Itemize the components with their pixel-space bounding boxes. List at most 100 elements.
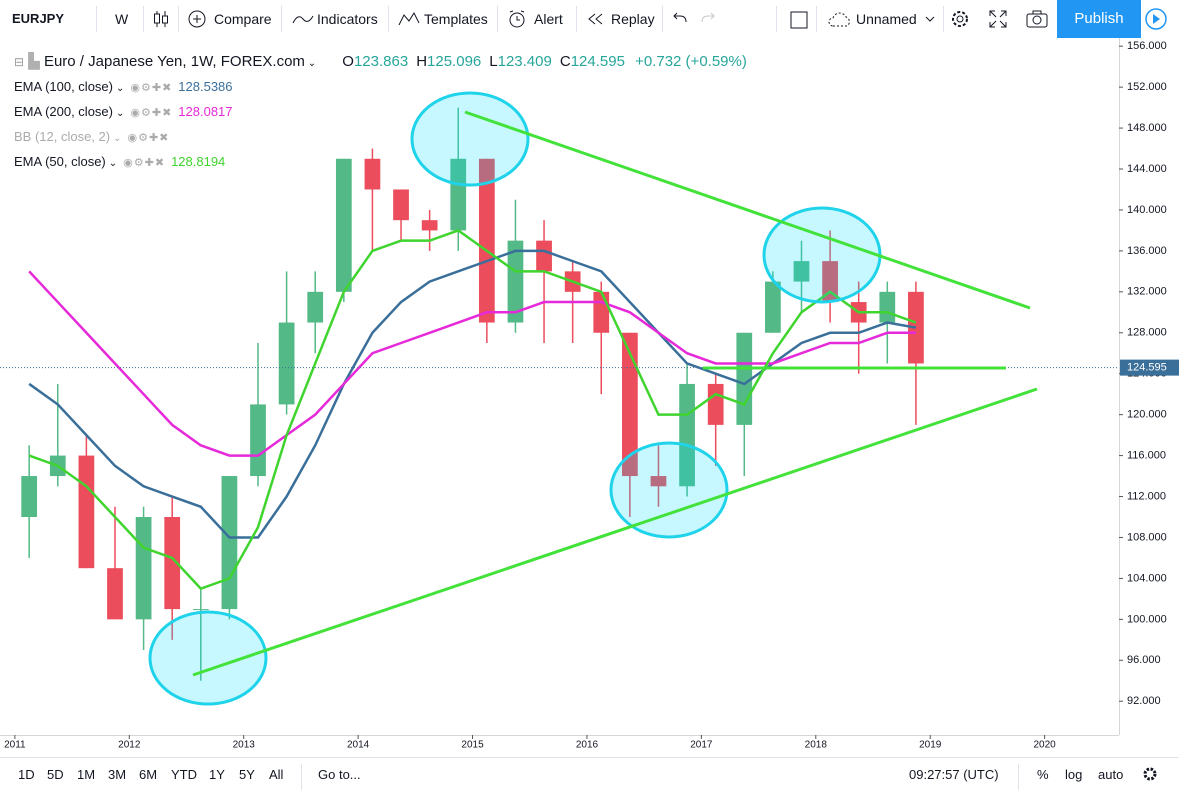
- drawings: [148, 91, 1038, 706]
- x-tick-label: 2013: [233, 740, 256, 751]
- candle-body: [450, 158, 467, 231]
- percent-toggle[interactable]: %: [1037, 767, 1049, 782]
- goto-button[interactable]: Go to...: [318, 767, 361, 782]
- candle-body: [478, 158, 495, 323]
- y-tick-label: 128.000: [1127, 327, 1167, 339]
- alert-icon: [509, 10, 525, 28]
- settings-icon[interactable]: [1142, 766, 1158, 782]
- y-tick-label: 144.000: [1127, 163, 1167, 175]
- candle-body: [622, 332, 638, 477]
- study-name[interactable]: EMA (100, close): [14, 79, 113, 94]
- publish-button[interactable]: Publish: [1057, 0, 1141, 38]
- candle-body: [250, 404, 266, 477]
- dropdown-icon: ⌄: [116, 108, 125, 119]
- symbol[interactable]: EURJPY: [12, 11, 65, 26]
- range-button[interactable]: 6M: [139, 767, 158, 782]
- play-icon[interactable]: [1145, 8, 1167, 30]
- candle-body: [393, 189, 409, 221]
- chart-style-icon[interactable]: [153, 10, 169, 28]
- candle-body: [307, 291, 324, 323]
- candle-body: [650, 476, 667, 487]
- range-button[interactable]: 3M: [108, 767, 127, 782]
- study-buttons: ◉⚙✚✖: [127, 132, 170, 144]
- templates-icon: [398, 11, 420, 26]
- undo-redo-icons[interactable]: [672, 12, 722, 26]
- candle-body: [278, 322, 295, 405]
- x-tick-label: 2017: [690, 740, 713, 751]
- symbol-icon: ▙: [28, 53, 40, 70]
- auto-toggle[interactable]: auto: [1098, 767, 1124, 782]
- snapshot-icon[interactable]: [1026, 10, 1048, 28]
- ohlc-label: O: [342, 53, 354, 70]
- y-tick-label: 132.000: [1127, 286, 1167, 298]
- y-tick-label: 116.000: [1127, 449, 1166, 461]
- range-button[interactable]: 1M: [77, 767, 96, 782]
- y-tick-label: 108.000: [1127, 531, 1167, 543]
- log-toggle[interactable]: log: [1065, 767, 1083, 782]
- candle-body: [21, 476, 38, 517]
- settings-icon[interactable]: [950, 9, 970, 29]
- candle-body: [421, 220, 438, 231]
- highlight-circle[interactable]: [609, 441, 729, 539]
- highlight-circle[interactable]: [410, 91, 530, 187]
- symbol-title[interactable]: Euro / Japanese Yen, 1W, FOREX.com: [43, 53, 305, 70]
- highlight-circle[interactable]: [148, 610, 268, 706]
- y-tick-label: 96.000: [1127, 654, 1161, 666]
- indicators-button[interactable]: Indicators: [317, 11, 378, 27]
- interval[interactable]: W: [115, 11, 129, 27]
- range-button[interactable]: 1Y: [209, 767, 225, 782]
- candle-body: [364, 158, 381, 190]
- range-button[interactable]: 5D: [47, 767, 64, 782]
- ohlc-label: C: [559, 53, 571, 70]
- x-tick-label: 2020: [1034, 740, 1057, 751]
- candle-body: [107, 568, 123, 620]
- candle-body: [793, 261, 810, 282]
- range-button[interactable]: All: [269, 767, 284, 782]
- range-button[interactable]: 1D: [18, 767, 35, 782]
- study-row: BB (12, close, 2) ⌄ ◉⚙✚✖: [14, 129, 175, 144]
- candle-body: [507, 240, 524, 323]
- ohlc-value: 123.863: [353, 53, 409, 70]
- layout-icon[interactable]: [790, 11, 808, 29]
- chart: 92.000 96.000 100.000 104.000 108.000 112.000…: [0, 38, 1179, 757]
- y-tick-label: 152.000: [1127, 81, 1167, 93]
- y-tick-label: 148.000: [1127, 122, 1167, 134]
- chart-background: [0, 38, 1179, 757]
- x-tick-label: 2019: [919, 740, 942, 751]
- study-row: EMA (100, close) ⌄ ◉⚙✚✖ 128.5386: [14, 79, 233, 94]
- dropdown-icon: [925, 16, 935, 22]
- alert-button[interactable]: Alert: [534, 11, 563, 27]
- range-button[interactable]: 5Y: [239, 767, 255, 782]
- compare-button[interactable]: Compare: [214, 11, 272, 27]
- last-price-box: [1120, 359, 1179, 376]
- study-name[interactable]: EMA (200, close): [14, 104, 113, 119]
- y-tick-label: 112.000: [1127, 490, 1166, 502]
- dropdown-icon: ⌄: [108, 158, 118, 169]
- candle-body: [164, 516, 181, 610]
- indicators-icon: [292, 15, 314, 24]
- replay-button[interactable]: Replay: [611, 11, 655, 27]
- replay-icon: [588, 13, 603, 25]
- study-row: EMA (50, close) ⌄ ◉⚙✚✖ 128.8194: [14, 154, 225, 169]
- dropdown-icon: ⌄: [116, 83, 125, 94]
- trend-line[interactable]: [192, 387, 1038, 677]
- templates-button[interactable]: Templates: [424, 11, 488, 27]
- dropdown-icon: ⌄: [113, 133, 122, 144]
- study-name[interactable]: BB (12, close, 2): [14, 129, 111, 144]
- plot-area: [0, 107, 1119, 681]
- layout-name[interactable]: Unnamed: [856, 11, 917, 27]
- candle-body: [221, 476, 238, 610]
- change: +0.732 (+0.59%): [635, 53, 747, 70]
- fullscreen-icon[interactable]: [989, 10, 1007, 28]
- collapse-icon[interactable]: ⊟: [14, 55, 25, 69]
- trend-line[interactable]: [464, 110, 1031, 310]
- range-button[interactable]: YTD: [171, 767, 197, 782]
- y-tick-label: 140.000: [1127, 204, 1167, 216]
- ohlc-values: O123.863 H125.096 L123.409 C124.595: [342, 53, 625, 70]
- candle-body: [908, 291, 924, 364]
- study-value: 128.8194: [171, 154, 226, 169]
- study-name[interactable]: EMA (50, close): [14, 154, 106, 169]
- clock: 09:27:57 (UTC): [909, 767, 999, 782]
- compare-icon[interactable]: [188, 10, 208, 30]
